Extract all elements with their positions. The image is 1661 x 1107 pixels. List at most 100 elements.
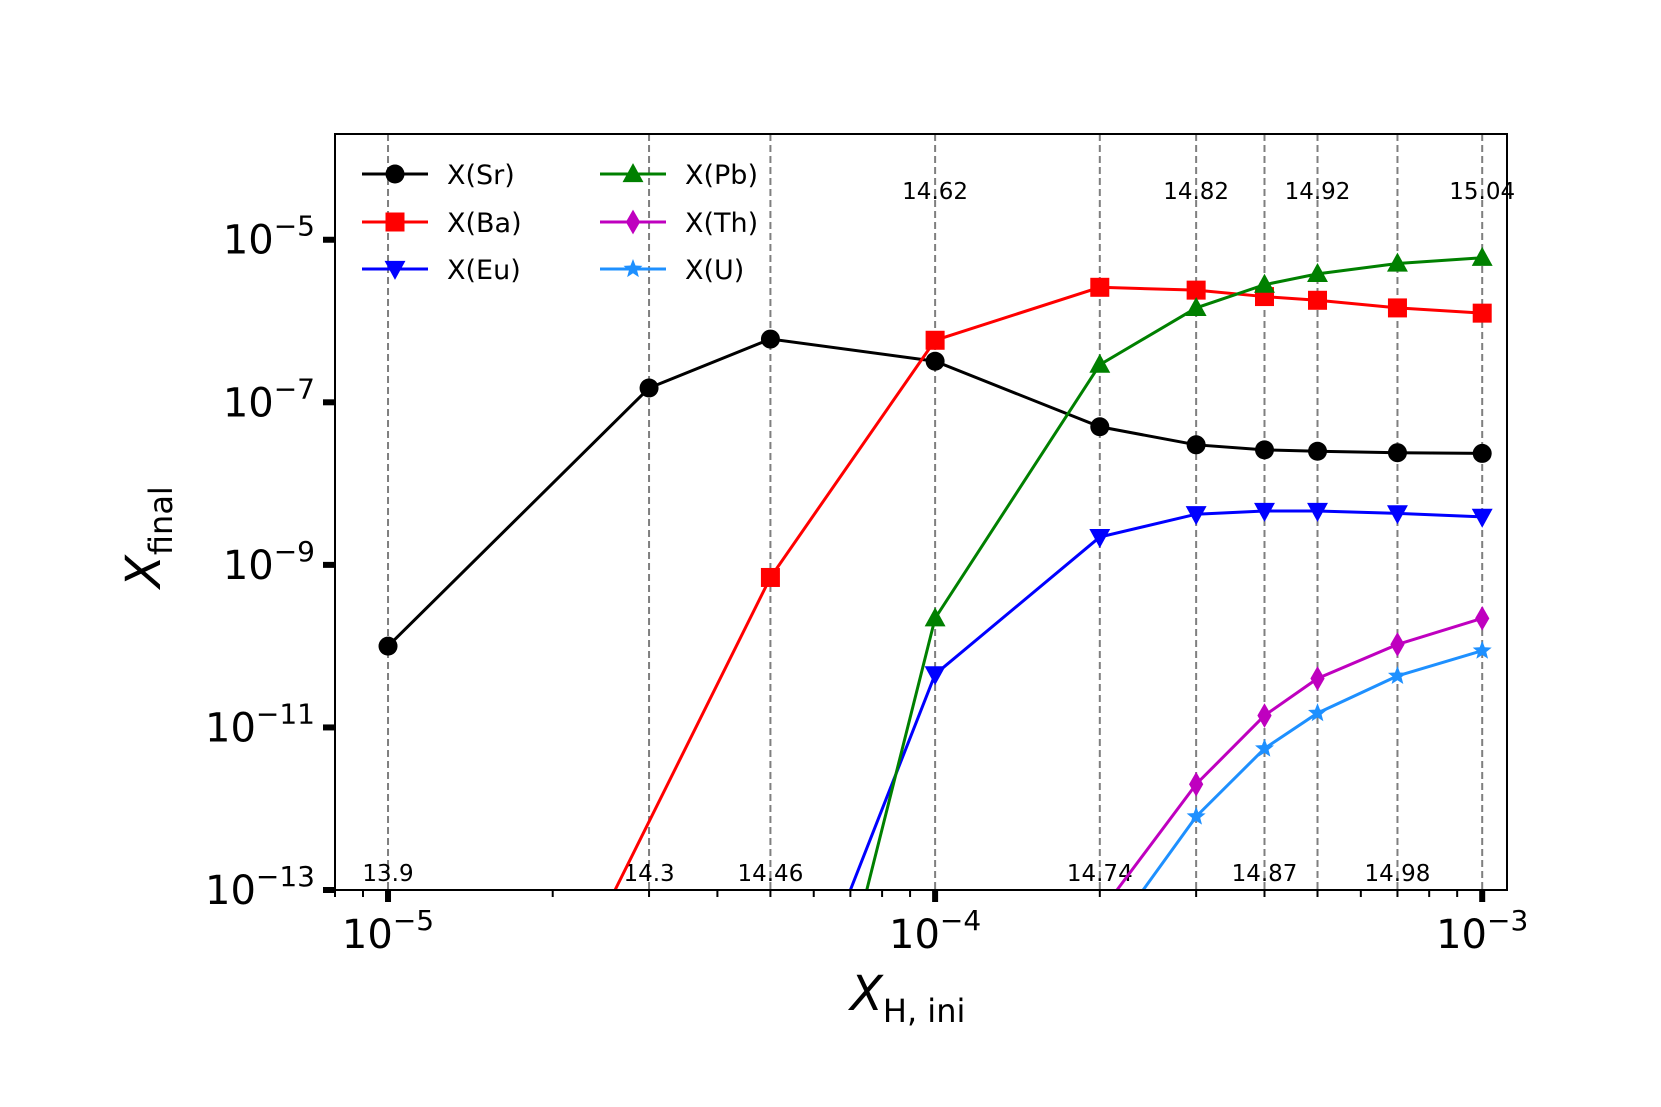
series-line — [865, 256, 1483, 890]
y-tick-label: 10−5 — [223, 210, 315, 264]
data-point-marker — [1186, 435, 1206, 455]
legend-item: X(Sr) — [362, 160, 515, 191]
data-point-marker — [1307, 502, 1328, 522]
data-point-marker — [925, 330, 945, 350]
data-point-marker — [1090, 417, 1110, 437]
data-point-marker — [1475, 605, 1490, 631]
data-point-marker — [1471, 246, 1493, 266]
data-point-marker — [384, 260, 406, 280]
legend-item: X(Eu) — [362, 255, 521, 286]
data-point-marker — [1387, 252, 1408, 272]
series-xpb — [865, 246, 1493, 890]
y-axis-label: Xfinal — [116, 486, 180, 591]
legend-label: X(Th) — [685, 208, 758, 239]
series-xeu — [848, 502, 1493, 890]
data-point-marker — [1254, 440, 1274, 460]
y-axis-label-main: X — [116, 554, 172, 591]
legend-item: X(U) — [600, 255, 744, 286]
data-point-marker — [1254, 273, 1275, 293]
data-point-marker — [1387, 443, 1407, 463]
series-line — [1115, 616, 1483, 890]
legend-item: X(Th) — [600, 208, 758, 239]
data-point-marker — [1308, 290, 1328, 310]
series-line — [848, 509, 1483, 890]
legend-label: X(Ba) — [447, 208, 522, 239]
y-tick-label: 10−11 — [205, 697, 315, 751]
x-tick-label: 10−5 — [342, 904, 434, 958]
annotation-label: 14.98 — [1365, 861, 1431, 887]
annotations: 13.9 14.3 14.4614.6214.7414.8214.8714.9214… — [362, 179, 1515, 887]
data-point-marker — [1471, 508, 1493, 528]
y-tick-label: 10−7 — [223, 372, 315, 426]
legend-label: X(Eu) — [447, 255, 521, 286]
data-point-marker — [385, 164, 405, 184]
x-tick-label: 10−4 — [889, 904, 981, 958]
data-point-marker — [1472, 640, 1492, 659]
data-point-marker — [1185, 506, 1207, 526]
legend-label: X(Pb) — [685, 160, 758, 191]
data-point-marker — [639, 378, 659, 398]
x-axis-label-sub: H, ini — [883, 992, 965, 1030]
data-point-marker — [625, 209, 641, 235]
series-line — [386, 337, 1483, 648]
annotation-label: 14.92 — [1285, 179, 1351, 205]
data-point-marker — [622, 163, 644, 183]
x-axis-label: XH, ini — [847, 966, 965, 1030]
series-group — [378, 246, 1493, 890]
data-point-marker — [378, 636, 398, 656]
annotation-label: 14.62 — [902, 179, 968, 205]
series-xsr — [378, 329, 1492, 656]
x-tick-label: 10−3 — [1436, 904, 1528, 958]
legend-item: X(Ba) — [362, 208, 522, 239]
data-point-marker — [1307, 262, 1328, 282]
data-point-marker — [1387, 505, 1408, 525]
y-tick-label: 10−9 — [223, 535, 315, 589]
y-tick-label: 10−13 — [205, 860, 315, 914]
series-xba — [613, 277, 1492, 890]
data-point-marker — [1387, 298, 1407, 318]
legend-label: X(Sr) — [447, 160, 515, 191]
series-line — [1141, 649, 1483, 890]
legend: X(Sr) X(Ba) X(Eu) X(Pb) X(Th) X(U) — [362, 160, 758, 286]
data-point-marker — [924, 666, 946, 686]
data-point-marker — [1254, 502, 1275, 522]
data-point-marker — [760, 567, 780, 587]
data-point-marker — [1255, 738, 1274, 757]
data-point-marker — [1387, 665, 1407, 685]
y-axis: 10−5 10−7 10−9 10−11 10−13 — [205, 210, 335, 914]
x-axis-label-main: X — [847, 966, 884, 1022]
data-point-marker — [1090, 277, 1110, 297]
data-point-marker — [1472, 443, 1492, 463]
data-point-marker — [924, 607, 946, 627]
data-point-marker — [1308, 441, 1328, 461]
series-xth — [1115, 605, 1490, 890]
data-point-marker — [1310, 666, 1325, 691]
plot-frame — [334, 133, 1508, 891]
data-point-marker — [1189, 771, 1204, 797]
data-point-marker — [1308, 703, 1327, 722]
data-point-marker — [623, 259, 643, 278]
data-point-marker — [1185, 296, 1207, 316]
annotation-label: 14.3 — [623, 861, 674, 887]
data-point-marker — [925, 351, 945, 371]
x-axis: 10−5 10−4 10−3 — [334, 890, 1528, 958]
legend-item: X(Pb) — [600, 160, 758, 191]
legend-label: X(U) — [685, 255, 744, 286]
annotation-label: 13.9 — [362, 861, 413, 887]
data-point-marker — [1390, 632, 1405, 657]
series-xu — [1141, 640, 1492, 890]
y-axis-label-sub: final — [142, 486, 180, 555]
annotation-label: 14.46 — [737, 861, 803, 887]
data-point-marker — [1472, 303, 1492, 323]
data-point-marker — [760, 329, 780, 349]
annotation-label: 15.04 — [1449, 179, 1515, 205]
annotation-label: 14.82 — [1163, 179, 1229, 205]
annotation-label: 14.87 — [1232, 861, 1298, 887]
data-point-marker — [1089, 353, 1111, 373]
data-point-marker — [385, 212, 405, 232]
data-point-marker — [1089, 528, 1111, 548]
data-point-marker — [1186, 806, 1206, 825]
data-point-marker — [1257, 703, 1272, 728]
